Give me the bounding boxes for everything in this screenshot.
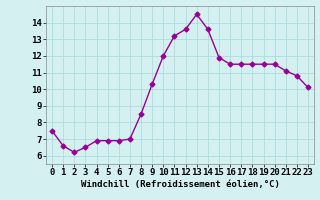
X-axis label: Windchill (Refroidissement éolien,°C): Windchill (Refroidissement éolien,°C) xyxy=(81,180,279,189)
